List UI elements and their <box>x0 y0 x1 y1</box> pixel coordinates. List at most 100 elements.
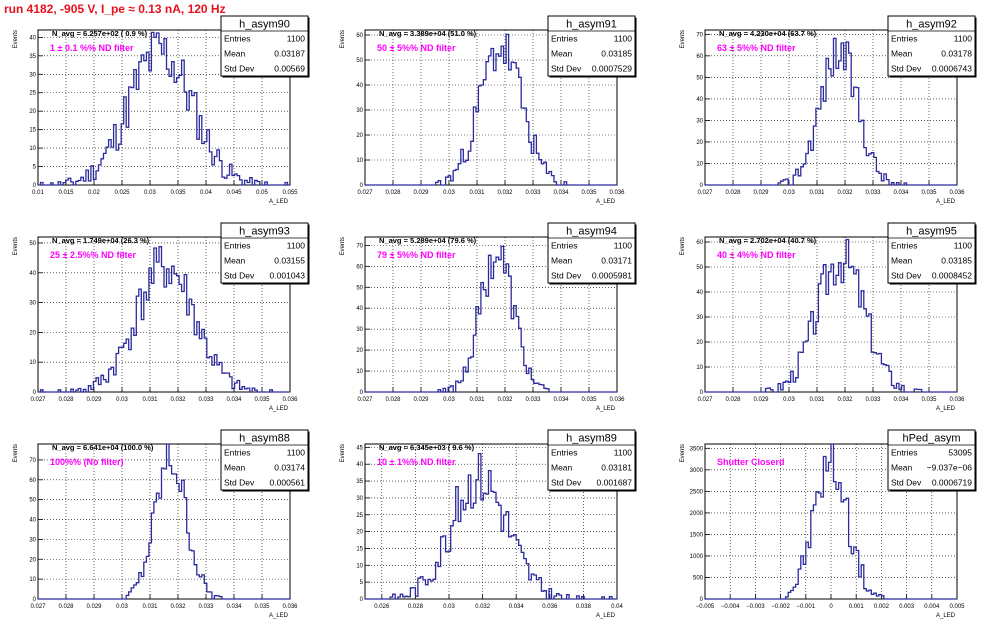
y-tick-label: 60 <box>696 240 703 246</box>
x-tick-label: 0.05 <box>256 190 268 196</box>
x-tick-label: 0.005 <box>949 604 965 610</box>
x-tick-label: 0.032 <box>497 190 513 196</box>
y-tick-label: 0 <box>700 390 704 396</box>
y-tick-label: 30 <box>356 496 363 502</box>
y-tick-label: 20 <box>696 140 703 146</box>
x-tick-label: 0.03 <box>443 397 455 403</box>
x-tick-label: 0.033 <box>525 397 541 403</box>
y-tick-label: 40 <box>356 83 363 89</box>
y-tick-label: 15 <box>356 546 363 552</box>
x-tick-label: 0.025 <box>114 190 130 196</box>
x-tick-label: 0.036 <box>609 190 625 196</box>
panel-h_asym89: 0.026 0.028 0.03 0.032 0.034 0.036 0.038 0.04 0 5… <box>340 429 637 619</box>
x-tick-label: −0.003 <box>746 604 765 610</box>
x-axis-label: A_LED <box>936 199 956 205</box>
x-tick-label: 0.033 <box>865 397 881 403</box>
y-tick-label: 50 <box>29 241 36 247</box>
x-tick-label: −0.005 <box>696 604 715 610</box>
filter-annotation: Shutter Closerd <box>717 457 785 467</box>
stats-value: 0.03174 <box>274 463 305 473</box>
y-tick-label: 2500 <box>690 489 704 495</box>
x-tick-label: 0.029 <box>413 190 429 196</box>
x-tick-label: 0.028 <box>58 397 74 403</box>
y-tick-label: 30 <box>696 315 703 321</box>
x-axis-label: A_LED <box>596 613 616 619</box>
x-tick-label: 0.035 <box>254 604 270 610</box>
y-tick-label: 25 <box>29 91 36 97</box>
x-tick-label: 0.04 <box>200 190 212 196</box>
stats-value: 1100 <box>614 34 633 44</box>
histogram-name: h_asym95 <box>906 226 957 238</box>
x-tick-label: 0.026 <box>374 604 390 610</box>
filter-annotation: 79 ± 5%% ND filter <box>377 250 456 260</box>
stats-label: Std Dev <box>891 271 922 281</box>
y-tick-label: 45 <box>356 445 363 451</box>
navg-label: N_avg = 6.257e+02 ( 0.9 %) <box>52 29 148 38</box>
panel-h_asym88: 0.027 0.028 0.029 0.03 0.031 0.032 0.033 0.034 0… <box>13 429 310 619</box>
stats-label: Entries <box>891 241 917 251</box>
stats-value: 1100 <box>614 241 633 251</box>
x-tick-label: 0.032 <box>475 604 491 610</box>
histogram-name: h_asym88 <box>239 433 290 445</box>
stats-label: Mean <box>551 49 573 59</box>
stats-value: 0.03185 <box>601 49 632 59</box>
stats-label: Mean <box>224 256 246 266</box>
stats-box <box>887 222 976 284</box>
panel-h_asym91: 0.027 0.028 0.029 0.03 0.031 0.032 0.033 0.034 0… <box>340 15 637 205</box>
y-tick-label: 3000 <box>690 468 704 474</box>
navg-label: N_avg = 4.230e+04 (63.7 %) <box>719 29 817 38</box>
stats-label: Entries <box>551 34 577 44</box>
x-tick-label: 0.029 <box>753 190 769 196</box>
stats-value: 0.0008452 <box>932 271 972 281</box>
y-tick-label: 10 <box>356 369 363 375</box>
stats-box <box>220 15 309 77</box>
stats-label: Mean <box>224 463 246 473</box>
x-axis-label: A_LED <box>269 613 289 619</box>
x-tick-label: 0.028 <box>725 397 741 403</box>
x-tick-label: 0.033 <box>525 190 541 196</box>
y-tick-label: 50 <box>356 58 363 64</box>
y-tick-label: 10 <box>29 146 36 152</box>
x-tick-label: 0.034 <box>893 397 909 403</box>
x-tick-label: 0.027 <box>697 397 713 403</box>
stats-box <box>547 429 636 491</box>
panel-h_asym95: 0.027 0.028 0.029 0.03 0.031 0.032 0.033 0.034 0… <box>680 222 977 412</box>
y-tick-label: 20 <box>356 530 363 536</box>
x-tick-label: 0.027 <box>30 397 46 403</box>
stats-label: Std Dev <box>224 271 255 281</box>
histogram-name: hPed_asym <box>902 433 960 445</box>
y-tick-label: 0 <box>360 183 364 189</box>
stats-label: Entries <box>891 448 917 458</box>
x-tick-label: 0.032 <box>837 397 853 403</box>
panel-h_asym93: 0.027 0.028 0.029 0.03 0.031 0.032 0.033 0.034 0… <box>13 222 310 412</box>
x-tick-label: 0.03 <box>783 397 795 403</box>
y-tick-label: 40 <box>696 290 703 296</box>
histogram-line <box>365 33 617 186</box>
x-tick-label: 0.031 <box>809 190 825 196</box>
y-tick-label: 50 <box>696 265 703 271</box>
histogram-line <box>365 452 617 600</box>
y-tick-label: 10 <box>29 577 36 583</box>
x-tick-label: 0.032 <box>170 604 186 610</box>
y-tick-label: 30 <box>356 327 363 333</box>
x-tick-label: 0.045 <box>226 190 242 196</box>
stats-value: 0.03181 <box>601 463 632 473</box>
histogram-name: h_asym93 <box>239 226 290 238</box>
stats-value: 0.001687 <box>597 478 633 488</box>
histogram-name: h_asym94 <box>566 226 617 238</box>
x-tick-label: 0.036 <box>609 397 625 403</box>
x-tick-label: 0.033 <box>198 397 214 403</box>
y-tick-label: 0 <box>700 183 704 189</box>
histogram-line <box>705 37 957 186</box>
panel-h_asym92: 0.027 0.028 0.029 0.03 0.031 0.032 0.033 0.034 0… <box>680 15 977 205</box>
navg-label: N_avg = 2.702e+04 (40.7 %) <box>719 236 817 245</box>
y-axis-label: Events <box>13 30 19 48</box>
x-tick-label: 0.029 <box>413 397 429 403</box>
y-tick-label: 20 <box>29 330 36 336</box>
x-axis-label: A_LED <box>596 406 616 412</box>
y-tick-label: 60 <box>356 264 363 270</box>
x-tick-label: 0.036 <box>542 604 558 610</box>
histogram-name: h_asym91 <box>566 19 617 31</box>
x-tick-label: 0.027 <box>697 190 713 196</box>
stats-box <box>547 15 636 77</box>
